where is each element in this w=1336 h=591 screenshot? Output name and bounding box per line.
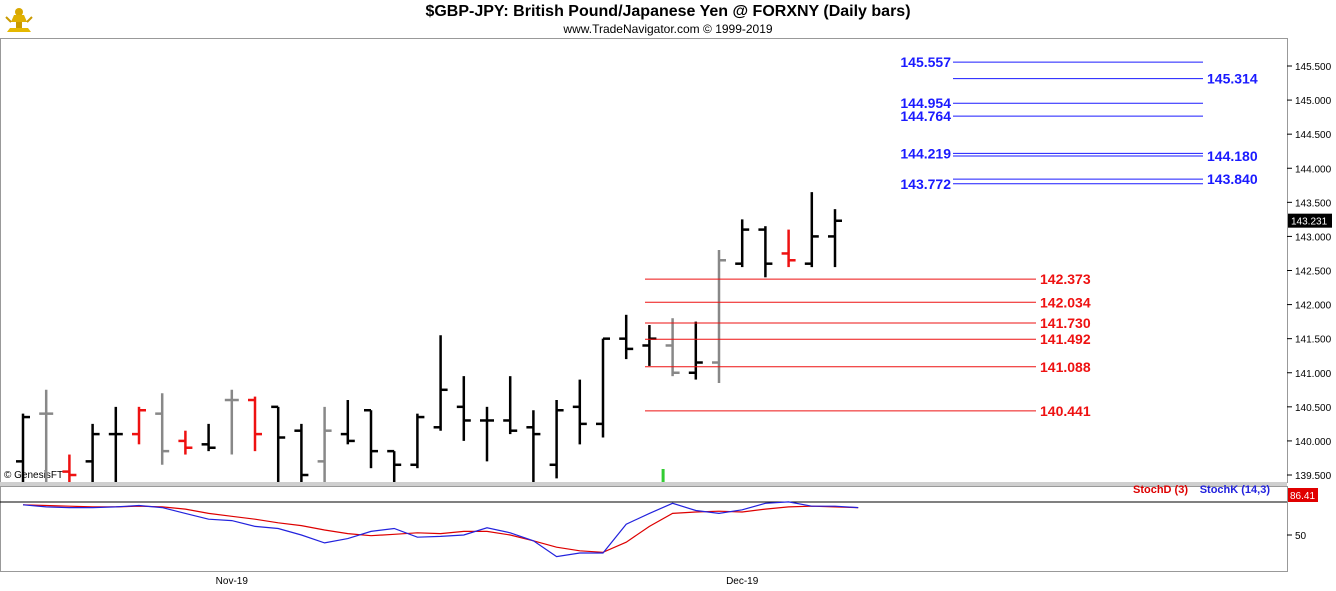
- y-tick-label: 144.000: [1295, 164, 1332, 175]
- ohlc-bar: [480, 406, 494, 462]
- y-tick-label: 141.500: [1295, 335, 1332, 346]
- ohlc-bar: [410, 413, 425, 469]
- ohlc-bar: [317, 406, 332, 482]
- ohlc-bar: [456, 376, 471, 441]
- support-level-label: 141.730: [1040, 315, 1091, 331]
- stoch-d-line: [22, 504, 859, 553]
- support-level-label: 142.373: [1040, 271, 1091, 287]
- price-panel-border: [0, 38, 1288, 483]
- ohlc-bar: [549, 400, 564, 479]
- chart-title: $GBP-JPY: British Pound/Japanese Yen @ F…: [425, 3, 911, 20]
- y-tick-label: 143.000: [1295, 232, 1332, 243]
- ohlc-bar: [712, 250, 726, 383]
- ohlc-bar: [735, 219, 750, 268]
- y-tick-label: 144.500: [1295, 130, 1332, 141]
- ohlc-bar: [39, 389, 54, 482]
- resistance-level-label: 145.314: [1207, 71, 1258, 87]
- ohlc-bar: [387, 449, 402, 482]
- resistance-level-label: 143.772: [900, 176, 951, 192]
- ohlc-bar: [340, 400, 355, 445]
- stoch-last-value-marker: [1288, 488, 1318, 502]
- ohlc-bar: [688, 321, 703, 380]
- last-price-label: 143.231: [1291, 217, 1328, 228]
- ohlc-bar: [781, 229, 796, 268]
- ohlc-bar: [433, 335, 448, 431]
- ohlc-bar: [804, 192, 819, 268]
- legend-stoch-d: StochD (3): [1133, 484, 1188, 496]
- y-tick-label: 140.000: [1295, 437, 1332, 448]
- support-level-label: 142.034: [1040, 294, 1091, 310]
- ohlc-bar: [201, 423, 216, 452]
- ohlc-bar: [294, 423, 309, 482]
- ohlc-bar: [526, 410, 541, 482]
- ohlc-bar: [248, 396, 262, 452]
- resistance-level-label: 144.219: [900, 145, 951, 161]
- y-tick-label: 142.000: [1295, 301, 1332, 312]
- trophy-logo-icon: [2, 2, 36, 36]
- ohlc-bar: [364, 408, 378, 469]
- x-axis-label: Nov-19: [216, 576, 249, 587]
- watermark: © GenesisFT: [4, 470, 63, 481]
- ohlc-bar: [108, 406, 123, 482]
- y-tick-label: 142.500: [1295, 267, 1332, 278]
- chart-subtitle: www.TradeNavigator.com © 1999-2019: [563, 22, 773, 36]
- ohlc-bar: [16, 413, 30, 482]
- ohlc-bar: [665, 318, 680, 377]
- legend-stoch-k: StochK (14,3): [1200, 484, 1271, 496]
- x-axis-label: Dec-19: [726, 576, 759, 587]
- y-tick-label: 145.500: [1295, 62, 1332, 73]
- chart-header: $GBP-JPY: British Pound/Japanese Yen @ F…: [0, 0, 1336, 38]
- ohlc-bar: [132, 406, 146, 445]
- support-level-label: 141.088: [1040, 359, 1091, 375]
- y-tick-label: 139.500: [1295, 471, 1332, 482]
- resistance-level-label: 144.954: [900, 95, 951, 111]
- stoch-y-tick-label: 50: [1295, 531, 1307, 542]
- stoch-last-value-label: 86.41: [1290, 491, 1315, 502]
- ohlc-bar: [503, 376, 518, 435]
- ohlc-bar: [596, 337, 610, 438]
- ohlc-bar: [85, 423, 100, 482]
- resistance-level-label: 143.840: [1207, 171, 1258, 187]
- support-level-label: 141.492: [1040, 331, 1091, 347]
- resistance-level-label: 144.764: [900, 108, 951, 124]
- ohlc-bar: [758, 226, 773, 278]
- y-tick-label: 140.500: [1295, 403, 1332, 414]
- support-level-label: 140.441: [1040, 403, 1091, 419]
- stoch-k-line: [22, 501, 859, 558]
- y-tick-label: 143.500: [1295, 198, 1332, 209]
- last-price-marker: [1288, 213, 1332, 228]
- ohlc-bar: [572, 379, 587, 445]
- stoch-panel-border: [0, 486, 1288, 572]
- resistance-level-label: 145.557: [900, 54, 951, 70]
- resistance-level-label: 144.180: [1207, 148, 1258, 164]
- y-tick-label: 141.000: [1295, 369, 1332, 380]
- ohlc-bar: [271, 405, 286, 482]
- y-tick-label: 145.000: [1295, 96, 1332, 107]
- ohlc-bar: [155, 393, 170, 465]
- ohlc-bar: [62, 454, 77, 482]
- ohlc-bar: [619, 314, 634, 360]
- highlight-marker: [661, 469, 665, 482]
- ohlc-bar: [178, 430, 193, 455]
- ohlc-bar: [642, 325, 657, 366]
- ohlc-bar: [224, 389, 239, 455]
- ohlc-bar: [828, 209, 842, 268]
